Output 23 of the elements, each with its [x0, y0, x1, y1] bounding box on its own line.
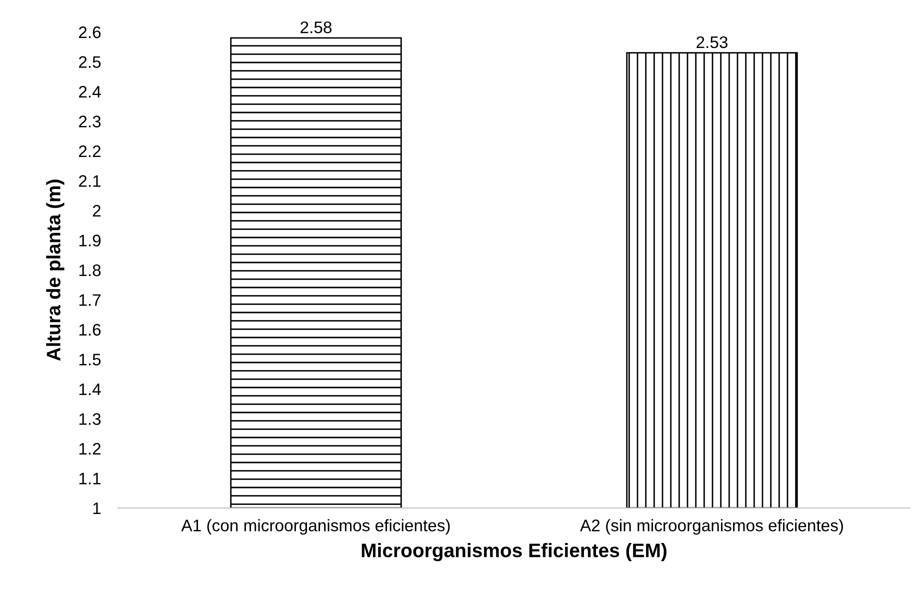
y-tick-label: 1.3	[79, 413, 101, 425]
y-tick-label: 2.6	[79, 26, 101, 38]
y-axis-title: Altura de planta (m)	[46, 180, 64, 361]
y-tick-label: 1.9	[79, 234, 101, 246]
x-axis-title: Microorganismos Eficientes (EM)	[362, 542, 666, 562]
data-label: 2.58	[300, 21, 332, 34]
y-tick-label: 1.8	[79, 264, 101, 276]
y-tick-label: 1.6	[79, 324, 101, 336]
y-tick-label: 2	[92, 204, 100, 217]
y-tick-label: 1.4	[79, 384, 101, 396]
x-tick-label: A2 (sin microorganismos eficientes)	[580, 519, 843, 535]
y-tick-label: 2.5	[79, 56, 101, 68]
y-tick-label: 2.4	[79, 86, 101, 98]
y-tick-label: 2.3	[79, 116, 101, 128]
data-label: 2.53	[696, 36, 728, 48]
x-tick-label: A1 (con microorganismos eficientes)	[181, 519, 450, 535]
y-tick-label: 1.5	[79, 354, 101, 366]
y-tick-label: 1.7	[79, 294, 100, 306]
y-tick-label: 2.2	[79, 145, 100, 158]
y-tick-label: 2.1	[79, 175, 101, 187]
y-tick-label: 1.2	[79, 442, 100, 455]
y-tick-label: 1	[93, 502, 101, 514]
y-tick-label: 1.1	[79, 472, 101, 484]
